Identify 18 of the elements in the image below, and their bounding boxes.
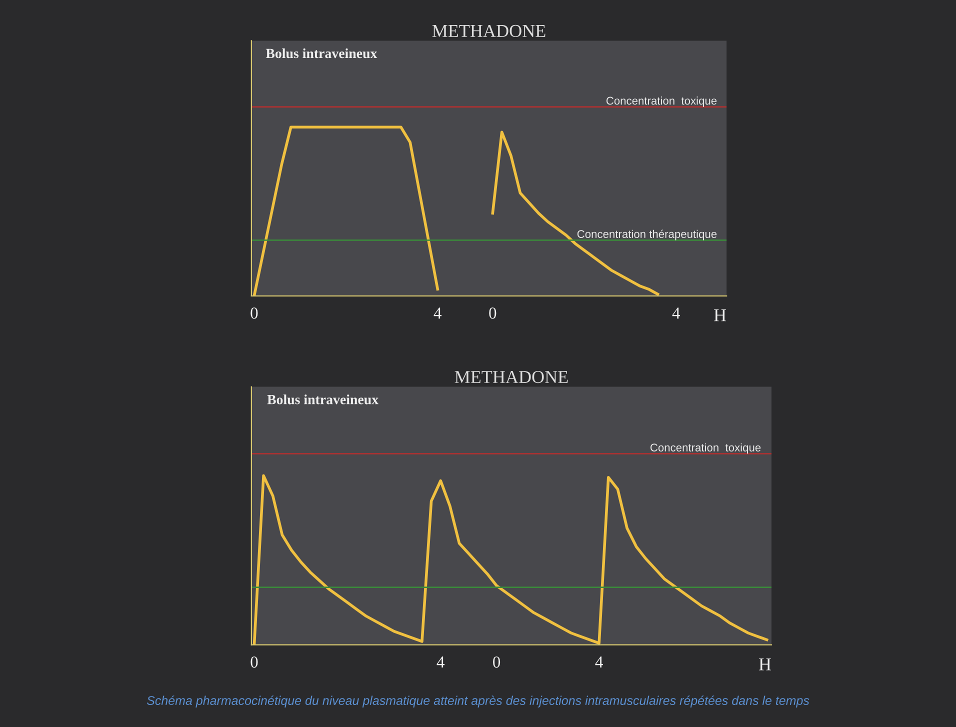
ref-line-label: Concentration thérapeutique	[577, 230, 717, 240]
ref-line-label: Concentration toxique	[606, 96, 717, 107]
x-tick-label: 0	[250, 307, 258, 319]
ref-line-label: Concentration toxique	[650, 443, 761, 454]
x-axis-title: H	[758, 658, 771, 670]
y-axis-title: Bolus intraveineux	[266, 48, 378, 58]
x-tick-label: 4	[672, 308, 680, 319]
chart-title: METHADONE	[454, 370, 568, 384]
x-tick-label: 4	[436, 656, 445, 668]
y-axis-title: Bolus intraveineux	[267, 394, 378, 404]
x-tick-label: 0	[489, 307, 496, 319]
chart-title: METHADONE	[432, 24, 546, 38]
x-tick-label: 0	[493, 656, 500, 668]
x-tick-label: 4	[434, 308, 442, 319]
x-tick-label: 4	[595, 656, 603, 668]
x-tick-label: 0	[250, 656, 258, 668]
x-axis-title: H	[714, 309, 726, 322]
text: Schéma pharmacocinétique du niveau plasmatique atteint après des injections intramusculaires répétées dans le temps	[146, 696, 810, 708]
